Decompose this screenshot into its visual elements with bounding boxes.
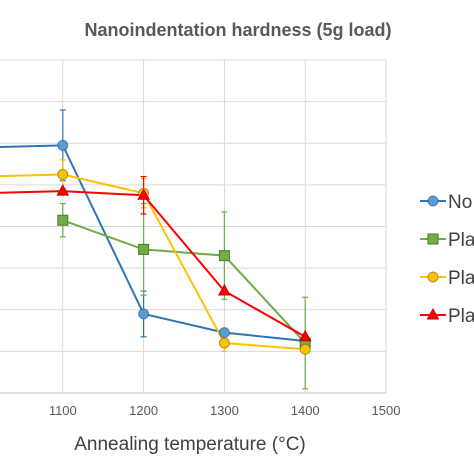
legend-label: Pla: [448, 306, 474, 327]
data-point: [218, 283, 231, 296]
gridlines: [0, 59, 387, 394]
legend-label: No: [448, 192, 472, 213]
x-tick-label: 1500: [372, 403, 401, 418]
x-axis-title: Annealing temperature (°C): [74, 434, 306, 455]
legend-marker: [427, 233, 439, 245]
data-point: [57, 139, 69, 151]
series-line: [62, 219, 306, 344]
data-point: [56, 184, 70, 196]
series-line: [0, 173, 306, 351]
data-point: [218, 327, 230, 339]
series-line: [0, 190, 306, 338]
x-tick-labels: 1100 1200 1300 1400 1500: [49, 403, 401, 418]
x-tick-label: 1200: [129, 403, 158, 418]
legend-marker: [426, 307, 440, 320]
data-point: [138, 243, 150, 255]
chart-title: Nanoindentation hardness (5g load): [84, 20, 391, 40]
legend-marker: [427, 195, 439, 207]
data-point: [137, 188, 150, 200]
data-point: [57, 214, 69, 226]
x-tick-label: 1400: [291, 403, 320, 418]
legend-label: Pla: [448, 230, 474, 251]
series-markers: [56, 139, 312, 355]
data-point: [218, 250, 230, 262]
data-point: [57, 168, 69, 180]
legend-label: Pla: [448, 268, 474, 289]
x-tick-label: 1300: [210, 403, 239, 418]
data-point: [218, 337, 230, 349]
data-point: [138, 308, 150, 320]
data-point: [298, 329, 312, 342]
legend-marker: [427, 271, 439, 283]
legend: No Pla Pla Pla: [420, 192, 474, 327]
data-point: [299, 343, 311, 355]
x-tick-label: 1100: [49, 403, 77, 418]
series-lines: [0, 144, 306, 351]
